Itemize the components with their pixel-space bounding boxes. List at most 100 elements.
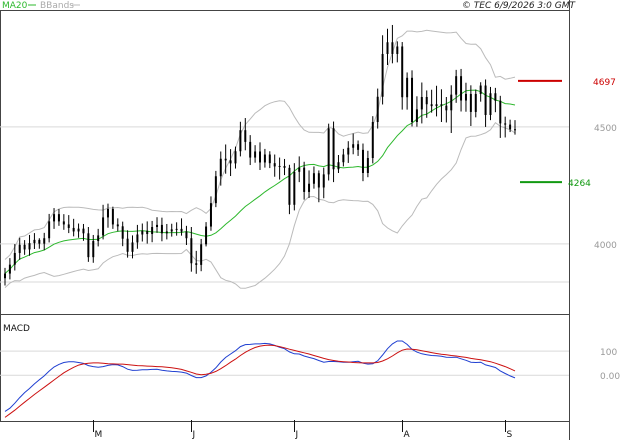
candle: [141, 223, 144, 242]
candle: [288, 164, 291, 215]
candle: [38, 238, 41, 249]
candle: [371, 116, 374, 164]
candle-body: [479, 85, 482, 94]
candle: [249, 135, 252, 166]
candle-body: [337, 162, 340, 170]
candle-body: [312, 173, 315, 184]
candle-body: [509, 124, 512, 130]
x-tick-label: A: [404, 430, 411, 440]
candle-body: [111, 209, 114, 225]
candle: [460, 68, 463, 112]
signal-line: [4, 344, 516, 418]
candle: [322, 167, 325, 199]
candle: [440, 89, 443, 123]
candle: [391, 24, 394, 64]
x-tick-label: J: [295, 430, 299, 440]
bollinger-bands: [4, 29, 516, 289]
macd-tick-label: 100: [600, 348, 617, 358]
candle: [254, 145, 257, 163]
candle-body: [126, 238, 129, 252]
candle: [136, 224, 139, 249]
candle: [224, 144, 227, 174]
candle: [504, 116, 507, 138]
candle: [126, 230, 129, 258]
candle-body: [386, 42, 389, 54]
candle: [156, 217, 159, 233]
candle-body: [499, 100, 502, 124]
legend-ma20: MA20: [2, 1, 28, 11]
macd-panel-frame: [0, 314, 570, 422]
candle-body: [460, 76, 463, 101]
candle-body: [180, 228, 183, 232]
candle-body: [102, 217, 105, 236]
candle-body: [406, 77, 409, 98]
candle: [77, 223, 80, 238]
candle-body: [67, 224, 70, 228]
candle-body: [224, 158, 227, 161]
candle-body: [425, 96, 428, 105]
candle: [415, 96, 418, 127]
candle-body: [322, 174, 325, 188]
candle-body: [190, 238, 193, 264]
candle: [111, 206, 114, 229]
candle-body: [205, 226, 208, 245]
candle: [116, 218, 119, 232]
candle-body: [106, 209, 109, 218]
candle-body: [244, 130, 247, 142]
candle-body: [514, 129, 516, 131]
candle: [160, 217, 163, 242]
candle-body: [283, 165, 286, 168]
candle-body: [352, 144, 355, 148]
candle-body: [77, 228, 80, 232]
candle: [484, 79, 487, 127]
candle-body: [170, 229, 173, 232]
candle: [18, 237, 21, 260]
candle: [13, 244, 16, 271]
candle-body: [361, 149, 364, 173]
candle: [62, 214, 65, 230]
grid: [0, 126, 569, 376]
candle: [278, 157, 281, 180]
candle: [151, 220, 154, 243]
candle: [43, 232, 46, 251]
candle-body: [53, 214, 56, 222]
macd-line: [4, 340, 516, 412]
candle-body: [43, 238, 46, 244]
candle: [366, 150, 369, 178]
moving-average: [4, 89, 516, 274]
candle-body: [28, 243, 31, 250]
candle: [263, 148, 266, 168]
candle: [420, 82, 423, 124]
candle-body: [298, 167, 301, 172]
candle-body: [494, 93, 497, 101]
candle-body: [4, 273, 6, 279]
candle: [48, 213, 51, 243]
candle-body: [8, 264, 11, 274]
candle: [464, 82, 467, 112]
candle-body: [18, 244, 21, 253]
candle-body: [273, 163, 276, 167]
candle-body: [234, 151, 237, 164]
candle-body: [160, 224, 163, 234]
candle: [229, 149, 232, 177]
candle-body: [97, 235, 100, 242]
candle-body: [317, 173, 320, 188]
candle-body: [308, 183, 311, 192]
candle-body: [259, 151, 261, 163]
candle-body: [268, 154, 271, 164]
candle-body: [185, 231, 188, 239]
candle: [494, 87, 497, 113]
candle: [435, 85, 438, 117]
candle: [411, 70, 414, 127]
candle: [352, 133, 355, 155]
candle-body: [116, 224, 119, 227]
candle: [97, 228, 100, 247]
candle: [8, 258, 11, 280]
candle: [509, 119, 512, 133]
candle-body: [254, 151, 257, 158]
candle: [23, 240, 26, 255]
candle: [430, 89, 433, 113]
candle-body: [23, 244, 26, 250]
candle: [205, 222, 208, 247]
